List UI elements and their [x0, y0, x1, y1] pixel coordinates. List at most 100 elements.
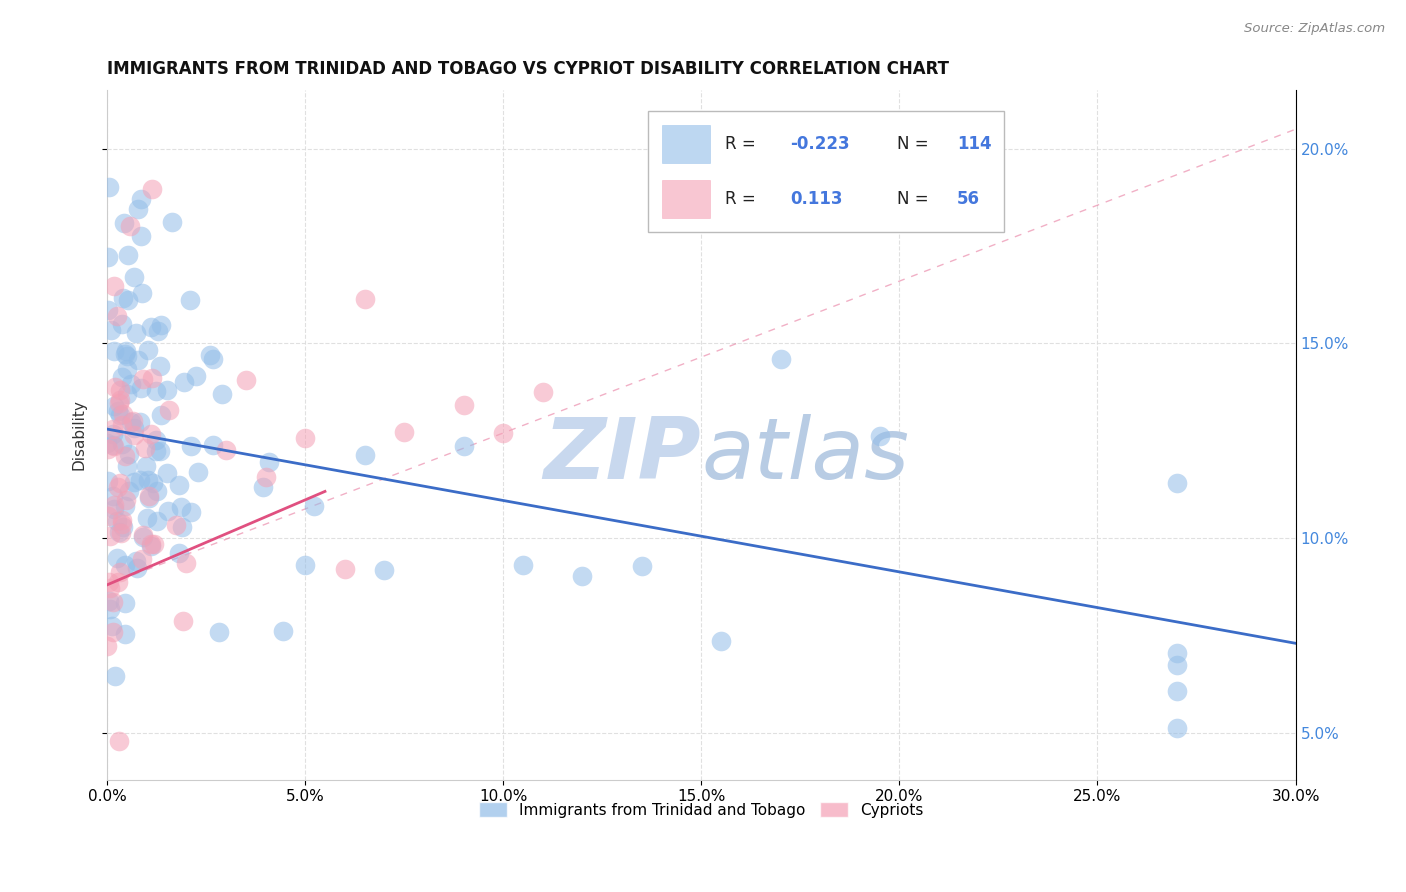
Point [97, 302, 120, 317]
Point [170, 500, 193, 514]
Point [131, 285, 153, 300]
Point [512, 558, 534, 572]
Point [453, 398, 475, 412]
Text: 56: 56 [957, 190, 980, 208]
Point [105, 514, 128, 528]
Point [198, 348, 221, 362]
Point [254, 469, 277, 483]
Point [108, 396, 131, 410]
Point [139, 539, 162, 553]
Point [146, 324, 169, 338]
Point [115, 493, 138, 508]
Point [115, 362, 138, 376]
Point [132, 530, 155, 544]
Point [150, 408, 173, 422]
Point [208, 625, 231, 640]
Point [103, 502, 125, 516]
Point [100, 323, 122, 337]
Point [145, 384, 167, 399]
Point [96, 639, 118, 653]
Point [101, 619, 124, 633]
Point [186, 368, 208, 383]
Point [115, 458, 138, 473]
Point [373, 564, 395, 578]
Point [571, 569, 593, 583]
Point [120, 415, 142, 429]
Point [110, 476, 132, 491]
Point [259, 455, 281, 469]
Point [101, 595, 124, 609]
Point [111, 513, 134, 527]
Point [135, 459, 157, 474]
Bar [662, 180, 710, 218]
Point [103, 498, 125, 512]
Point [115, 344, 138, 359]
Point [136, 511, 159, 525]
Point [110, 526, 132, 541]
Point [103, 438, 125, 452]
Point [136, 343, 159, 357]
Point [211, 387, 233, 401]
Point [111, 437, 134, 451]
Point [156, 504, 179, 518]
Point [121, 414, 143, 428]
Point [129, 192, 152, 206]
Bar [662, 125, 710, 162]
Point [353, 292, 375, 306]
Point [122, 269, 145, 284]
Point [98, 180, 121, 194]
Point [111, 407, 134, 421]
Point [117, 293, 139, 307]
Point [122, 421, 145, 435]
Point [108, 734, 131, 748]
Point [101, 489, 124, 503]
Text: IMMIGRANTS FROM TRINIDAD AND TOBAGO VS CYPRIOT DISABILITY CORRELATION CHART: IMMIGRANTS FROM TRINIDAD AND TOBAGO VS C… [107, 60, 949, 78]
Point [128, 415, 150, 429]
Point [145, 443, 167, 458]
Point [354, 448, 377, 462]
Point [107, 403, 129, 417]
Point [167, 546, 190, 560]
Point [112, 520, 135, 534]
Point [172, 520, 194, 534]
Point [631, 558, 654, 573]
Point [271, 624, 294, 639]
Point [180, 505, 202, 519]
Point [105, 551, 128, 566]
Point [531, 384, 554, 399]
Point [141, 370, 163, 384]
Point [98, 581, 121, 595]
Point [101, 422, 124, 436]
Point [1166, 476, 1188, 491]
Point [111, 417, 134, 432]
Point [180, 439, 202, 453]
Point [117, 247, 139, 261]
Point [1166, 721, 1188, 735]
Point [103, 279, 125, 293]
Point [235, 373, 257, 387]
Point [114, 449, 136, 463]
Point [187, 466, 209, 480]
Point [125, 561, 148, 575]
Point [131, 527, 153, 541]
Point [107, 574, 129, 589]
Point [114, 500, 136, 514]
Point [149, 359, 172, 373]
Text: atlas: atlas [702, 414, 910, 497]
Point [127, 353, 149, 368]
Point [111, 517, 134, 532]
Point [111, 317, 134, 331]
Point [138, 491, 160, 505]
Point [1166, 646, 1188, 660]
Point [134, 441, 156, 455]
Point [127, 202, 149, 216]
Point [97, 509, 120, 524]
Point [115, 387, 138, 401]
Point [101, 625, 124, 640]
Point [122, 475, 145, 489]
Point [149, 444, 172, 458]
Point [141, 182, 163, 196]
Text: Source: ZipAtlas.com: Source: ZipAtlas.com [1244, 22, 1385, 36]
Point [157, 403, 180, 417]
Point [125, 326, 148, 340]
